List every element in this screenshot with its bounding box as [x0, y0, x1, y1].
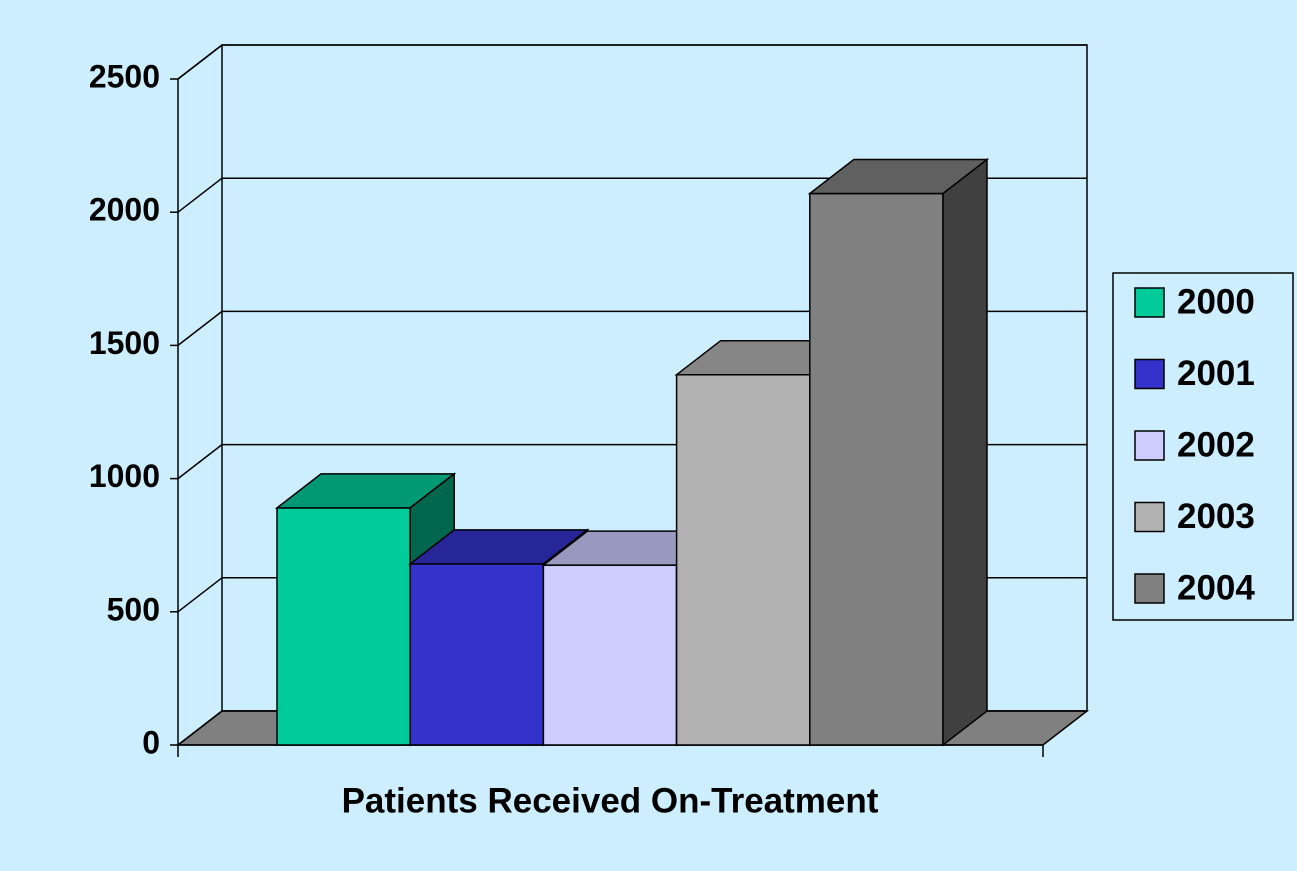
legend-label: 2002 — [1177, 425, 1255, 464]
grid-line — [177, 710, 223, 746]
y-tick-label: 1500 — [89, 325, 160, 361]
legend-label: 2001 — [1177, 354, 1255, 393]
bar-side — [942, 158, 988, 747]
legend-label: 2003 — [1177, 497, 1255, 536]
legend-swatch — [1134, 501, 1165, 533]
legend-swatch — [1134, 287, 1165, 318]
y-tick-label: 0 — [142, 724, 160, 760]
y-tick-label: 1000 — [89, 458, 160, 494]
grid-line — [177, 444, 223, 480]
y-tick-label: 2000 — [89, 192, 160, 228]
legend-label: 2000 — [1177, 282, 1255, 321]
legend-swatch — [1134, 358, 1165, 390]
x-tick-label: Patients Received On-Treatment — [342, 781, 879, 820]
legend-label: 2004 — [1177, 568, 1255, 607]
bar-front — [675, 373, 811, 746]
legend-swatch — [1134, 430, 1165, 461]
y-tick-label: 2500 — [89, 58, 160, 94]
bar-front — [276, 507, 411, 746]
grid-line — [177, 310, 223, 346]
grid-line — [177, 177, 223, 213]
legend-swatch — [1134, 573, 1165, 604]
bar-front — [542, 564, 678, 746]
bar-front — [809, 192, 944, 746]
bar-front — [409, 563, 545, 746]
grid-line — [177, 577, 223, 613]
grid-line — [177, 44, 223, 80]
y-tick-label: 500 — [107, 591, 160, 627]
